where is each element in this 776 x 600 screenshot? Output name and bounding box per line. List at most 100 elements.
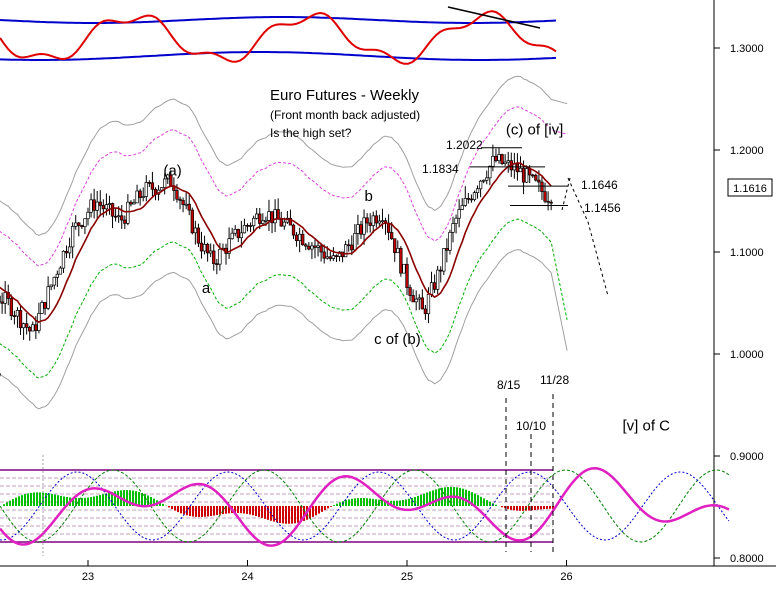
histogram-bar — [18, 496, 20, 506]
candle-body — [482, 179, 486, 182]
candle-body — [393, 238, 397, 254]
histogram-bar — [141, 492, 143, 506]
histogram-bar — [330, 506, 332, 507]
candle-body — [549, 201, 553, 204]
histogram-bar — [432, 490, 434, 506]
histogram-bar — [408, 498, 410, 506]
candle-body — [71, 226, 75, 248]
histogram-bar — [528, 506, 530, 511]
histogram-bar — [540, 506, 542, 510]
histogram-bar — [279, 506, 281, 523]
candle-body — [377, 220, 382, 224]
histogram-bar — [369, 498, 371, 506]
histogram-bar — [123, 490, 125, 506]
candle-body — [445, 248, 449, 251]
histogram-bar — [210, 506, 212, 517]
candle-body — [313, 245, 317, 248]
histogram-bar — [327, 506, 329, 509]
histogram-bar — [177, 506, 179, 513]
histogram-bar — [159, 502, 161, 506]
candle-body — [43, 302, 47, 309]
candle-body — [368, 222, 372, 226]
candle-body — [540, 181, 544, 192]
candle-body — [344, 244, 348, 258]
candle-body — [15, 310, 20, 317]
candle-body — [77, 222, 81, 226]
candle-body — [322, 251, 326, 259]
histogram-bar — [384, 500, 386, 506]
histogram-bar — [15, 497, 17, 506]
candle-body — [279, 218, 283, 227]
histogram-bar — [276, 506, 278, 523]
histogram-bar — [117, 490, 119, 506]
candle-body — [270, 211, 274, 224]
candle-body — [264, 219, 268, 222]
candle-body — [347, 244, 351, 247]
histogram-bar — [144, 494, 146, 506]
histogram-bar — [222, 506, 224, 515]
candle-body — [500, 154, 504, 165]
candle-body — [147, 182, 151, 184]
histogram-bar — [27, 493, 29, 506]
candle-body — [426, 293, 431, 315]
histogram-bar — [297, 506, 299, 523]
candle-body — [40, 302, 44, 314]
candle-body — [218, 248, 222, 265]
candle-body — [515, 163, 520, 173]
histogram-bar — [462, 488, 464, 506]
candle-body — [58, 267, 63, 275]
histogram-bar — [219, 506, 221, 515]
histogram-bar — [237, 506, 239, 513]
candle-body — [362, 217, 366, 235]
histogram-bar — [72, 497, 74, 506]
chart-question: Is the high set? — [270, 126, 352, 140]
histogram-bar — [429, 491, 431, 506]
histogram-bar — [471, 492, 473, 506]
histogram-bar — [99, 495, 101, 506]
candle-body — [129, 201, 133, 205]
candle-body — [432, 282, 437, 290]
cycle-green — [0, 469, 730, 543]
candle-body — [420, 297, 424, 310]
candle-body — [205, 243, 210, 254]
histogram-bar — [168, 506, 170, 508]
histogram-bar — [519, 506, 521, 511]
candle-body — [120, 215, 124, 221]
histogram-bar — [153, 498, 155, 506]
candle-body — [472, 192, 477, 200]
candle-body — [356, 224, 360, 234]
level-label-1-1646: 1.1646 — [581, 178, 618, 192]
candle-body — [457, 209, 461, 219]
candle-body — [233, 228, 237, 234]
candle-body — [126, 201, 130, 224]
histogram-bar — [198, 506, 200, 517]
candle-body — [144, 182, 148, 197]
histogram-bar — [129, 490, 131, 506]
candle-body — [414, 298, 418, 303]
histogram-bar — [375, 499, 377, 506]
candle-body — [113, 215, 118, 218]
y-axis-ticks: 1.3000 1.2000 1.1000 1.0000 0.9000 0.8000 — [714, 43, 764, 565]
candle-body — [350, 244, 354, 251]
candle-body — [261, 220, 265, 224]
candle-body — [248, 225, 253, 227]
osc-signal-line — [0, 10, 557, 65]
candle-body — [74, 222, 78, 227]
candle-body — [331, 255, 336, 259]
wave-label: (a) — [163, 163, 181, 180]
wave-label: c of (b) — [374, 331, 421, 348]
histogram-bar — [258, 506, 260, 517]
candle-body — [518, 167, 523, 173]
candle-body — [242, 224, 247, 234]
histogram-bar — [135, 491, 137, 506]
histogram-bar — [30, 492, 32, 506]
histogram-bar — [24, 494, 26, 506]
histogram-bar — [21, 495, 23, 506]
candle-body — [95, 201, 99, 211]
candle-body — [181, 199, 185, 205]
histogram-bar — [138, 491, 140, 506]
candle-body — [245, 224, 250, 227]
candle-body — [92, 199, 96, 211]
candle-body — [101, 205, 105, 210]
